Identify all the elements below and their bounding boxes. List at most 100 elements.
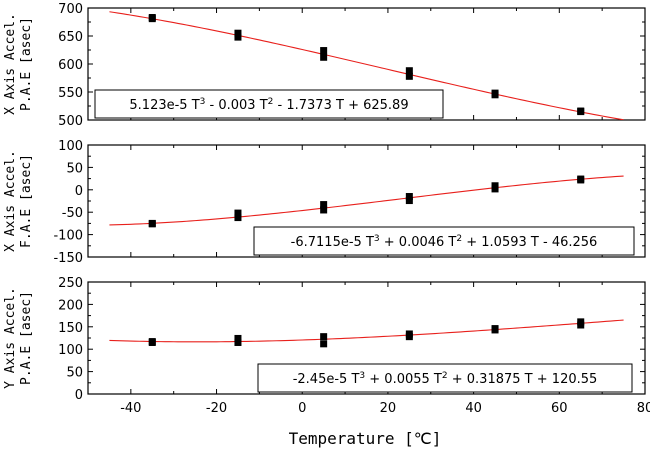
exponent: 2 <box>442 371 448 381</box>
y-axis-title-line2: P.A.E [asec] <box>19 291 34 385</box>
y-tick-label: 200 <box>58 298 83 313</box>
equation-term: T <box>430 372 442 387</box>
y-tick-label: 50 <box>66 366 83 381</box>
y-tick-label: 250 <box>58 276 83 291</box>
chart-panel-2: -150 -100 -50 0 50 100 X Axis Accel. F.A.E [ase… <box>3 139 646 266</box>
chart-panel-1: 500 550 600 650 700 X Axis Accel. P.A.E [asec]… <box>3 2 646 129</box>
equation-term: 1.7373 <box>286 98 332 113</box>
data-point <box>320 206 328 214</box>
y-tick-label: 0 <box>75 184 83 199</box>
data-point <box>148 220 156 228</box>
y-tick-label: 700 <box>58 2 83 17</box>
equation-term: 46.256 <box>552 235 598 250</box>
data-point <box>320 201 328 209</box>
equation-term: + <box>380 235 399 250</box>
data-point <box>234 214 242 222</box>
data-point <box>320 340 328 348</box>
equation-term: T <box>332 98 344 113</box>
data-point <box>234 29 242 37</box>
fit-curve <box>109 11 624 120</box>
exponent: 2 <box>268 97 274 107</box>
equation-term: T <box>444 235 456 250</box>
y-tick-label: -100 <box>53 229 83 244</box>
y-tick-label: 150 <box>58 321 83 336</box>
y-tick-label: 550 <box>58 86 83 101</box>
x-tick-label: 20 <box>380 401 397 416</box>
x-tick-label: -20 <box>206 401 227 416</box>
y-axis-title-line2: F.A.E [asec] <box>19 154 34 248</box>
equation-box <box>253 226 635 256</box>
equation-term: - <box>539 235 552 250</box>
data-point <box>320 333 328 341</box>
y-tick-label: 600 <box>58 58 83 73</box>
data-point <box>234 33 242 41</box>
x-tick-label: 40 <box>465 401 482 416</box>
equation-term: 0.0055 <box>384 372 430 387</box>
y-tick-label: -50 <box>62 206 83 221</box>
fit-curve <box>109 175 624 226</box>
equation-term: -2.45e-5 <box>293 372 348 387</box>
equation-term: T <box>188 98 200 113</box>
equation-term: - <box>273 98 286 113</box>
data-point <box>491 89 499 97</box>
equation-term: 5.123e-5 <box>129 98 187 113</box>
equation-term: + <box>344 98 363 113</box>
data-point <box>577 107 585 115</box>
equation-term: + <box>533 372 552 387</box>
x-tick-label: -40 <box>120 401 141 416</box>
fit-equation: -2.45e-5 T3 + 0.0055 T2 + 0.31875 T + 12… <box>293 371 598 387</box>
exponent: 3 <box>200 97 206 107</box>
y-axis-title-line1: Y Axis Accel. <box>3 287 18 389</box>
data-point <box>320 47 328 55</box>
x-tick-label: 0 <box>298 401 306 416</box>
x-tick-label: 60 <box>551 401 568 416</box>
equation-term: 0.0046 <box>399 235 445 250</box>
equation-term: T <box>527 235 539 250</box>
data-point <box>491 325 499 333</box>
x-axis-title: Temperature [℃] <box>289 429 442 448</box>
data-point <box>577 175 585 183</box>
y-tick-label: -150 <box>53 251 83 266</box>
data-point <box>405 197 413 205</box>
equation-term: T <box>347 372 359 387</box>
equation-term: T <box>362 235 374 250</box>
equation-term: + <box>365 372 384 387</box>
equation-term: -6.7115e-5 <box>291 235 362 250</box>
y-tick-label: 0 <box>75 388 83 403</box>
equation-term: 0.31875 <box>467 372 521 387</box>
equation-term: + <box>462 235 481 250</box>
equation-term: 120.55 <box>552 372 598 387</box>
equation-box <box>257 363 633 393</box>
exponent: 2 <box>456 234 462 244</box>
data-point <box>148 14 156 22</box>
data-point <box>320 53 328 61</box>
fit-equation: 5.123e-5 T3 - 0.003 T2 - 1.7373 T + 625.… <box>129 97 408 113</box>
data-point <box>405 67 413 75</box>
y-tick-label: 50 <box>66 161 83 176</box>
data-point <box>491 182 499 190</box>
equation-term: 0.003 <box>218 98 255 113</box>
equation-term: T <box>521 372 533 387</box>
data-point <box>148 338 156 346</box>
fit-curve <box>109 319 624 343</box>
data-point <box>234 338 242 346</box>
equation-term: 625.89 <box>363 98 409 113</box>
equation-term: + <box>448 372 467 387</box>
y-axis-title-line2: P.A.E [asec] <box>19 17 34 111</box>
y-tick-label: 650 <box>58 30 83 45</box>
y-tick-label: 100 <box>58 139 83 154</box>
data-point <box>405 330 413 338</box>
y-tick-label: 500 <box>58 114 83 129</box>
exponent: 3 <box>359 371 365 381</box>
data-point <box>405 193 413 201</box>
y-axis-title-line1: X Axis Accel. <box>3 13 18 115</box>
data-point <box>234 209 242 217</box>
y-tick-label: 100 <box>58 343 83 358</box>
equation-term: - <box>205 98 218 113</box>
fit-equation: -6.7115e-5 T3 + 0.0046 T2 + 1.0593 T - 4… <box>291 234 598 250</box>
exponent: 3 <box>374 234 380 244</box>
x-tick-label: 80 <box>637 401 650 416</box>
data-point <box>405 72 413 80</box>
